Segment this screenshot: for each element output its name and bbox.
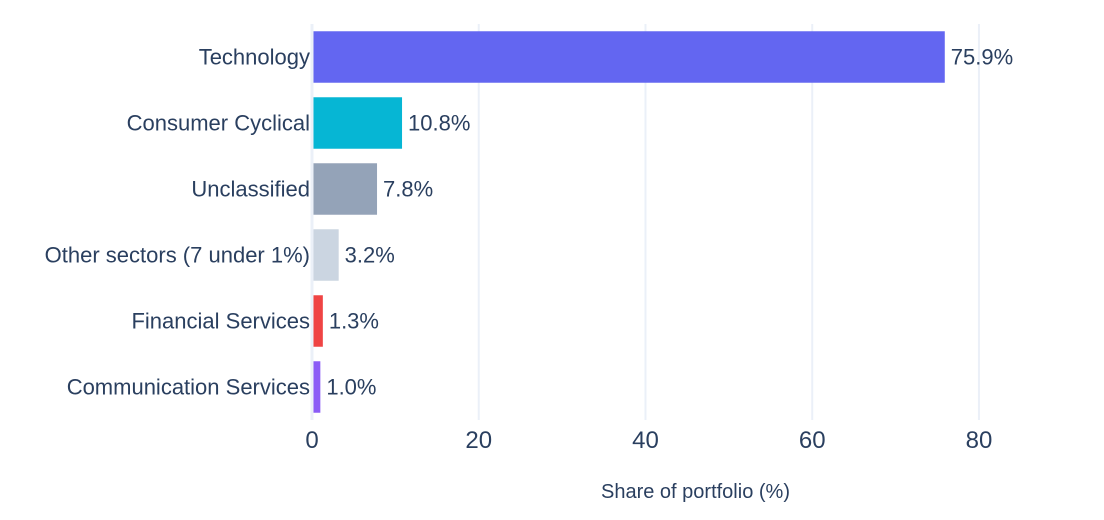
- bar-4: [312, 295, 323, 347]
- x-tick-80: 80: [966, 427, 993, 454]
- bar-0: [312, 31, 945, 83]
- bar-2: [312, 163, 378, 215]
- bar-1: [312, 97, 403, 149]
- x-tick-0: 0: [305, 427, 318, 454]
- x-tick-60: 60: [799, 427, 826, 454]
- x-axis-title: Share of portfolio (%): [601, 481, 790, 503]
- x-tick-40: 40: [632, 427, 659, 454]
- value-labels: 75.9% 10.8% 7.8% 3.2% 1.3% 1.0%: [326, 45, 1013, 400]
- x-tick-labels: 0 20 40 60 80: [305, 427, 992, 454]
- category-label-1: Consumer Cyclical: [127, 111, 310, 136]
- value-label-3: 3.2%: [345, 243, 395, 268]
- category-label-5: Communication Services: [67, 375, 310, 400]
- category-label-2: Unclassified: [191, 177, 310, 202]
- value-label-2: 7.8%: [383, 177, 433, 202]
- value-label-1: 10.8%: [408, 111, 470, 136]
- category-labels: Technology Consumer Cyclical Unclassified O…: [45, 45, 310, 400]
- value-label-0: 75.9%: [951, 45, 1013, 70]
- category-label-3: Other sectors (7 under 1%): [45, 243, 310, 268]
- gridlines: [477, 24, 980, 420]
- value-label-4: 1.3%: [329, 309, 379, 334]
- category-label-0: Technology: [199, 45, 310, 70]
- bar-5: [312, 361, 321, 413]
- x-tick-20: 20: [465, 427, 492, 454]
- value-label-5: 1.0%: [326, 375, 376, 400]
- bars: [312, 31, 945, 413]
- category-label-4: Financial Services: [131, 309, 310, 334]
- bar-3: [312, 229, 339, 281]
